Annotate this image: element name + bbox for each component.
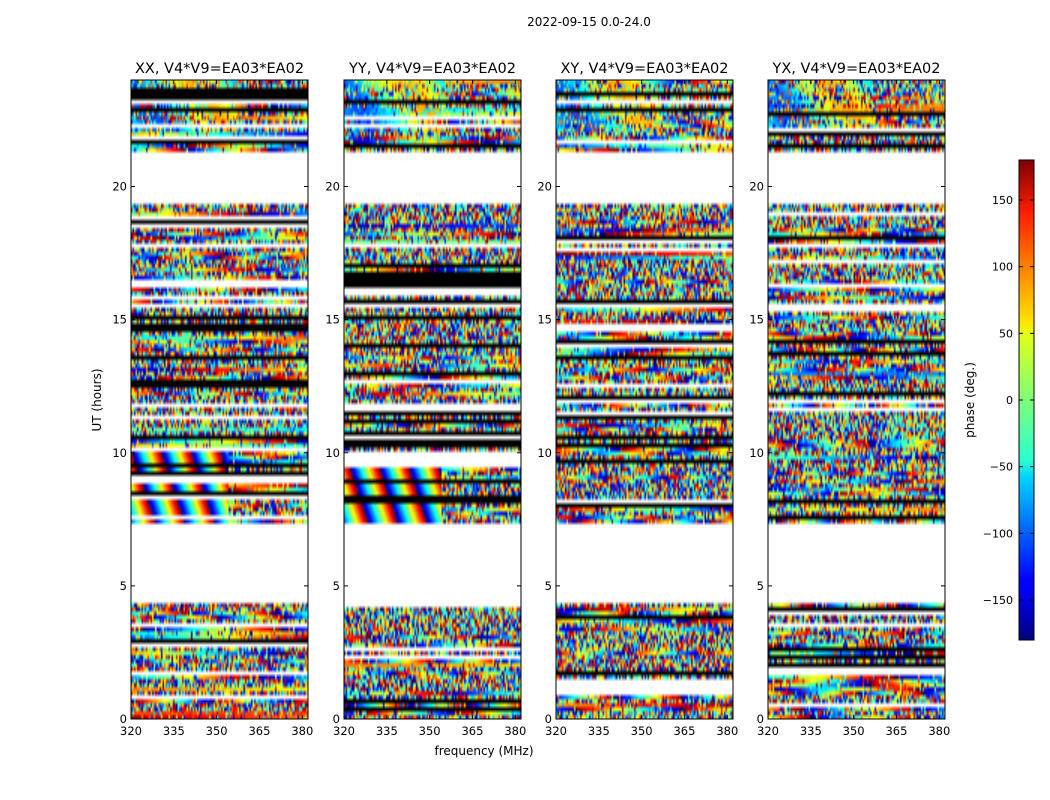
y-tick-label: 5 (757, 579, 764, 593)
y-tick-label: 5 (545, 579, 552, 593)
x-tick-label: 350 (631, 724, 653, 738)
phase-heatmap (556, 80, 733, 719)
x-axis-label: frequency (MHz) (434, 744, 533, 758)
plot-frame (767, 79, 946, 720)
x-tick-label: 380 (928, 724, 950, 738)
plot-frame (130, 79, 309, 720)
colorbar-tick-label: 100 (992, 261, 1013, 274)
colorbar-tick-label: 150 (992, 194, 1013, 207)
panel-title: XX, V4*V9=EA03*EA02 (135, 61, 304, 77)
colorbar-ticks: 150 100 50 0 −50 −100 −150 (983, 194, 1034, 607)
x-tick-label: 335 (800, 724, 822, 738)
x-tick-label: 365 (461, 724, 483, 738)
colorbar-tick-label: −50 (990, 461, 1013, 474)
x-tick-label: 380 (291, 724, 313, 738)
y-tick-label: 15 (325, 313, 340, 327)
plot-frame (343, 79, 522, 720)
colorbar-label: phase (deg.) (963, 362, 977, 438)
y-tick-label: 0 (545, 712, 552, 726)
x-tick-label: 320 (757, 724, 779, 738)
y-tick-label: 10 (325, 446, 340, 460)
y-tick-label: 0 (757, 712, 764, 726)
y-tick-label: 10 (749, 446, 764, 460)
panel-title: XY, V4*V9=EA03*EA02 (560, 61, 728, 77)
plot-frame (555, 79, 734, 720)
phase-heatmap (344, 80, 521, 719)
x-tick-label: 335 (376, 724, 398, 738)
panel-title: YY, V4*V9=EA03*EA02 (348, 61, 516, 77)
colorbar-tick-label: 50 (999, 327, 1013, 340)
colorbar-tick-label: −150 (983, 594, 1013, 607)
x-tick-label: 380 (504, 724, 526, 738)
panel-1: XX, V4*V9=EA03*EA02 320 335 350 365 380 0 5 10 15… (112, 61, 313, 738)
x-tick-label: 365 (673, 724, 695, 738)
y-tick-label: 5 (120, 579, 127, 593)
figure-title: 2022-09-15 0.0-24.0 (527, 15, 651, 29)
panel-4: YX, V4*V9=EA03*EA02 320 335 350 365 380 0 5 10 15… (749, 61, 950, 738)
panel-title: YX, V4*V9=EA03*EA02 (771, 61, 940, 77)
x-tick-label: 350 (206, 724, 228, 738)
colorbar-tick-label: −100 (983, 527, 1013, 540)
y-tick-label: 20 (325, 180, 340, 194)
x-tick-label: 380 (716, 724, 738, 738)
x-tick-label: 335 (588, 724, 610, 738)
y-tick-label: 20 (749, 180, 764, 194)
phase-heatmap (768, 80, 945, 719)
y-axis-label: UT (hours) (90, 368, 104, 431)
y-tick-label: 15 (537, 313, 552, 327)
y-tick-label: 0 (120, 712, 127, 726)
y-tick-label: 20 (537, 180, 552, 194)
x-tick-label: 320 (545, 724, 567, 738)
y-tick-label: 20 (112, 180, 127, 194)
x-tick-label: 335 (163, 724, 185, 738)
x-tick-label: 365 (248, 724, 270, 738)
y-tick-label: 10 (112, 446, 127, 460)
x-tick-label: 365 (885, 724, 907, 738)
y-tick-label: 15 (112, 313, 127, 327)
phase-heatmap (131, 80, 308, 719)
x-tick-label: 350 (419, 724, 441, 738)
y-tick-label: 0 (333, 712, 340, 726)
y-tick-label: 15 (749, 313, 764, 327)
panel-2: YY, V4*V9=EA03*EA02 320 335 350 365 380 0 5 10 15… (325, 61, 526, 738)
colorbar-tick-label: 0 (1006, 394, 1013, 407)
y-tick-label: 10 (537, 446, 552, 460)
x-tick-label: 350 (843, 724, 865, 738)
x-tick-label: 320 (120, 724, 142, 738)
y-tick-label: 5 (333, 579, 340, 593)
panel-3: XY, V4*V9=EA03*EA02 320 335 350 365 380 0 5 10 15… (537, 61, 738, 738)
panels-group: XX, V4*V9=EA03*EA02 320 335 350 365 380 0 5 10 15… (112, 61, 950, 738)
x-tick-label: 320 (333, 724, 355, 738)
colorbar: 150 100 50 0 −50 −100 −150 phase (deg.) (963, 159, 1035, 641)
